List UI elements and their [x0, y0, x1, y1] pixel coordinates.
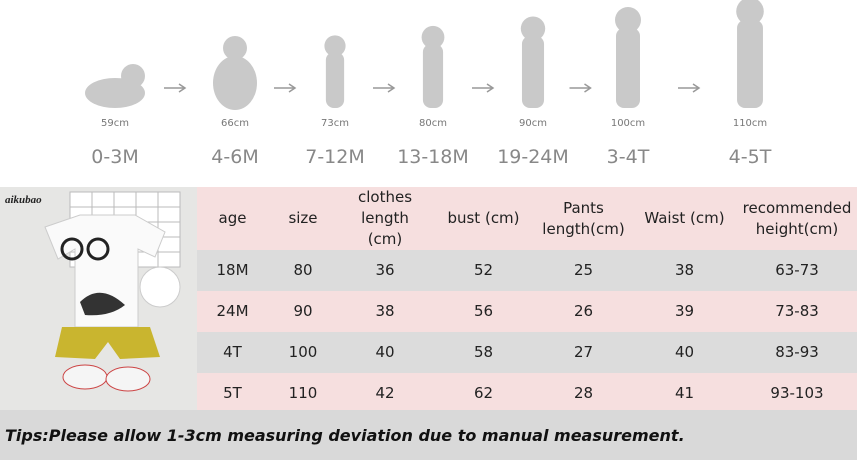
- cell: 56: [432, 291, 535, 332]
- cell: 28: [535, 373, 632, 414]
- age-label: 4-6M: [211, 146, 258, 168]
- silhouette: [421, 25, 445, 49]
- cell: recommended height(cm): [737, 187, 857, 250]
- shoe: [105, 366, 151, 392]
- height-label: 80cm: [419, 118, 447, 129]
- arrow: [569, 83, 592, 93]
- age-label: 0-3M: [91, 146, 138, 168]
- cell: 38: [338, 291, 432, 332]
- header-row: age size clothes length (cm) bust (cm) Pants…: [197, 187, 857, 250]
- cell: 18M: [197, 250, 268, 291]
- cell: 52: [432, 250, 535, 291]
- product-photo: aikubao: [0, 187, 197, 410]
- age-label: 3-4T: [607, 146, 650, 168]
- glasses: [60, 237, 84, 261]
- cell: 39: [632, 291, 737, 332]
- print: [80, 292, 125, 316]
- height-label: 66cm: [221, 118, 249, 129]
- silhouette: [223, 36, 247, 60]
- cell: 38: [632, 250, 737, 291]
- age-label: 19-24M: [497, 146, 569, 168]
- cell: Pants length(cm): [535, 187, 632, 250]
- cell: 41: [632, 373, 737, 414]
- cell: 40: [632, 332, 737, 373]
- silhouette: [325, 52, 345, 108]
- age-label: 7-12M: [305, 146, 365, 168]
- data-row: 18M 80 36 52 25 38 63-73: [197, 250, 857, 291]
- shirt: [44, 214, 166, 328]
- cell: 36: [338, 250, 432, 291]
- arrow: [164, 83, 187, 93]
- cell: bust (cm): [432, 187, 535, 250]
- arrow: [472, 83, 495, 93]
- brand: aikubao: [5, 194, 42, 206]
- silhouette: [422, 44, 444, 108]
- silhouette: [324, 35, 346, 57]
- cell: 4T: [197, 332, 268, 373]
- cell: age: [197, 187, 268, 250]
- cell: Waist (cm): [632, 187, 737, 250]
- silhouette: [615, 7, 641, 33]
- cell: 93-103: [737, 373, 857, 414]
- age-label: 13-18M: [397, 146, 469, 168]
- data-row: 5T 110 42 62 28 41 93-103: [197, 373, 857, 414]
- cell: 110: [268, 373, 338, 414]
- shoe: [62, 364, 108, 390]
- cell: 73-83: [737, 291, 857, 332]
- cell: 27: [535, 332, 632, 373]
- badge: [139, 266, 181, 308]
- height-label: 59cm: [101, 118, 129, 129]
- size-table: age size clothes length (cm) bust (cm) Pants…: [197, 187, 857, 414]
- cell: 25: [535, 250, 632, 291]
- data-row: 24M 90 38 56 26 39 73-83: [197, 291, 857, 332]
- silhouette: [521, 36, 545, 108]
- cell: 42: [338, 373, 432, 414]
- silhouette: [737, 20, 763, 108]
- silhouette: [520, 16, 546, 41]
- height-label: 110cm: [733, 118, 767, 129]
- cell: 80: [268, 250, 338, 291]
- cell: 24M: [197, 291, 268, 332]
- height-label: 73cm: [321, 118, 349, 129]
- cell: size: [268, 187, 338, 250]
- cell: 26: [535, 291, 632, 332]
- shorts: [55, 327, 160, 359]
- silhouette: [121, 64, 145, 88]
- cell: 62: [432, 373, 535, 414]
- arrow: [274, 83, 297, 93]
- silhouette: [736, 0, 764, 26]
- arrow: [373, 83, 396, 93]
- data-row: 4T 100 40 58 27 40 83-93: [197, 332, 857, 373]
- cell: 5T: [197, 373, 268, 414]
- height-label: 100cm: [611, 118, 645, 129]
- arrow: [678, 83, 701, 93]
- tips: Tips:Please allow 1-3cm measuring deviat…: [0, 410, 857, 460]
- silhouette: [616, 28, 640, 108]
- cell: 83-93: [737, 332, 857, 373]
- cell: 40: [338, 332, 432, 373]
- cell: 90: [268, 291, 338, 332]
- cell: 100: [268, 332, 338, 373]
- height-label: 90cm: [519, 118, 547, 129]
- silhouette: [213, 56, 257, 110]
- age-label: 4-5T: [729, 146, 772, 168]
- cell: clothes length (cm): [338, 187, 432, 250]
- cell: 58: [432, 332, 535, 373]
- growth-strip: 59cm 0-3M 66cm 4-6M 73cm 7-12M 80cm 13-18M 90cm 1…: [85, 0, 772, 168]
- cell: 63-73: [737, 250, 857, 291]
